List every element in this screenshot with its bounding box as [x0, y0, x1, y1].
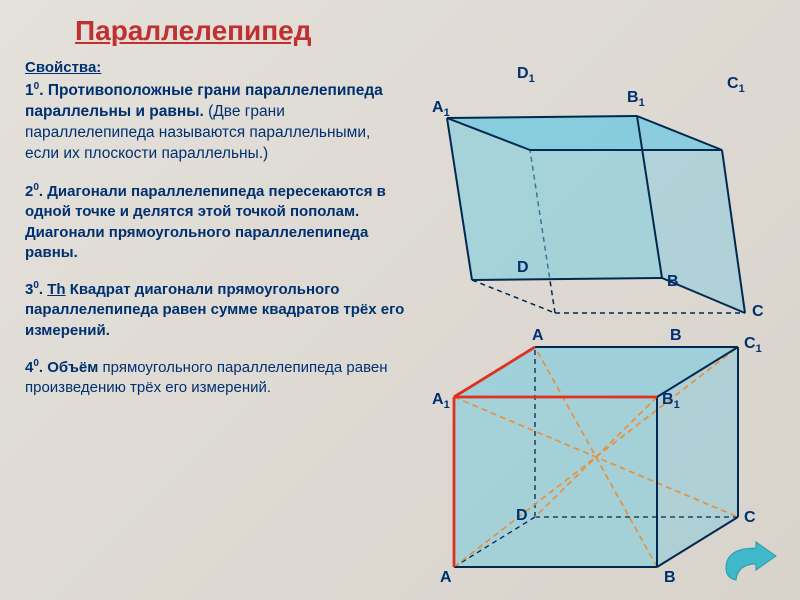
svg-text:A: A: [440, 569, 452, 586]
property-2: 20. Диагонали параллелепипеда пересекают…: [25, 181, 405, 263]
svg-text:D: D: [516, 507, 528, 524]
svg-text:C1: C1: [727, 75, 745, 95]
svg-text:A1: A1: [432, 99, 450, 119]
svg-text:D1: D1: [517, 65, 535, 85]
page-title: Параллелепипед: [75, 15, 312, 47]
svg-text:B1: B1: [627, 89, 645, 109]
property-4: 40. Объём прямоугольного параллелепипеда…: [25, 357, 405, 399]
svg-text:C: C: [744, 509, 756, 526]
subtitle: Свойства:: [25, 58, 405, 78]
svg-text:A1: A1: [432, 391, 450, 411]
arrow-right-icon: [718, 540, 780, 582]
svg-text:B: B: [664, 569, 676, 586]
next-arrow-button[interactable]: [718, 540, 780, 582]
svg-text:A: A: [532, 327, 544, 344]
svg-text:D: D: [517, 259, 529, 276]
diagrams: D1C1B1A1DCBABCDA1B1C1AB: [412, 30, 792, 590]
properties-text: Свойства: 10. Противоположные грани пара…: [25, 58, 405, 414]
diagram-svg: D1C1B1A1DCBABCDA1B1C1AB: [412, 30, 792, 590]
property-3: 30. Th Квадрат диагонали прямоугольного …: [25, 279, 405, 341]
svg-text:B: B: [670, 327, 682, 344]
svg-text:B: B: [667, 273, 679, 290]
property-1: 10. Противоположные грани параллелепипед…: [25, 80, 405, 165]
svg-text:C: C: [752, 303, 764, 320]
svg-text:C1: C1: [744, 335, 762, 355]
